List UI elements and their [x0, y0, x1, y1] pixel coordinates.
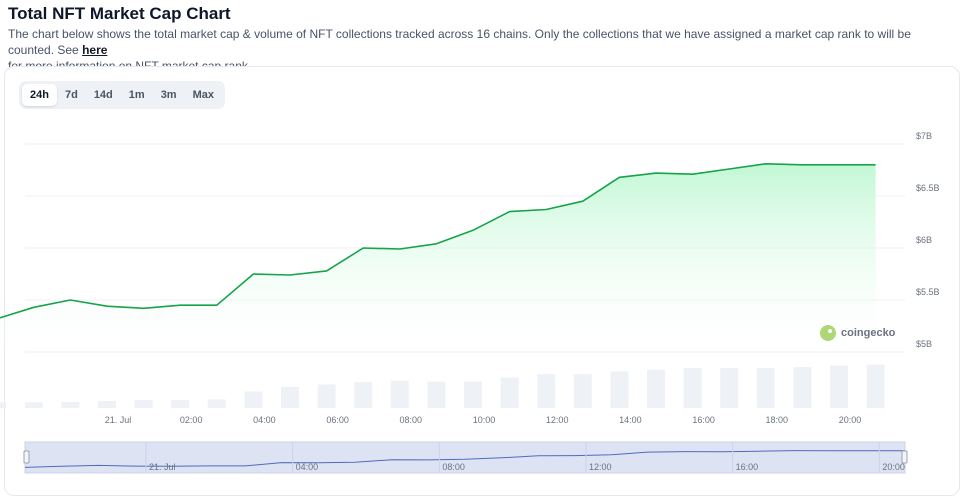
tab-3m[interactable]: 3m [160, 89, 177, 101]
tab-7d[interactable]: 7d [64, 89, 78, 101]
tab-24h[interactable]: 24h [22, 84, 57, 106]
timeframe-tabs: 24h 7d 14d 1m 3m Max [19, 81, 225, 109]
coingecko-logo-icon [820, 325, 836, 341]
coingecko-watermark: coingecko [820, 325, 895, 341]
watermark-text: coingecko [841, 327, 896, 339]
tab-14d[interactable]: 14d [93, 89, 113, 101]
market-cap-rank-link[interactable]: here [82, 43, 108, 57]
page-title: Total NFT Market Cap Chart [8, 4, 231, 23]
tab-max[interactable]: Max [192, 89, 214, 101]
chart-card [4, 66, 960, 496]
description-text: The chart below shows the total market c… [8, 27, 911, 57]
tab-1m[interactable]: 1m [128, 89, 145, 101]
